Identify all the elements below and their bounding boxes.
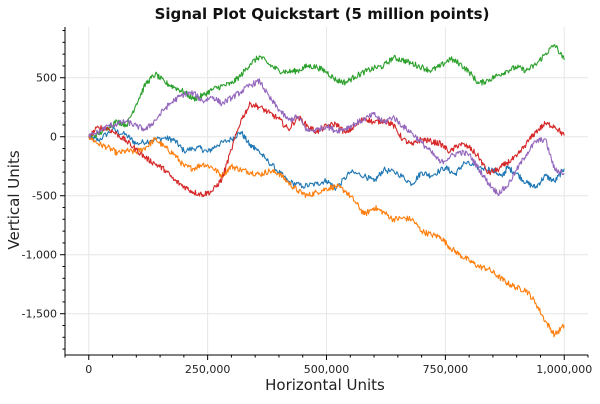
y-tick-label: -500 (32, 190, 57, 203)
ticks: 0 250,000 500,000 750,000 1,000,000 500 0 -500 -… (22, 30, 592, 376)
chart-title: Signal Plot Quickstart (5 million points… (155, 5, 490, 23)
grid (65, 27, 588, 355)
series-line-2 (88, 135, 565, 338)
series-line-5 (88, 78, 565, 197)
y-tick-label: 500 (36, 72, 57, 85)
series-line-3 (88, 44, 565, 139)
x-tick-label: 0 (85, 363, 92, 376)
y-tick-label: -1,000 (22, 249, 57, 262)
x-tick-label: 250,000 (185, 363, 231, 376)
y-axis-title: Vertical Units (5, 150, 23, 249)
x-tick-label: 750,000 (423, 363, 469, 376)
y-tick-label: -1,500 (22, 308, 57, 321)
y-tick-label: 0 (50, 131, 57, 144)
x-tick-label: 1,000,000 (536, 363, 592, 376)
x-axis-title: Horizontal Units (265, 376, 385, 394)
series-group (88, 44, 565, 338)
x-tick-label: 500,000 (304, 363, 350, 376)
